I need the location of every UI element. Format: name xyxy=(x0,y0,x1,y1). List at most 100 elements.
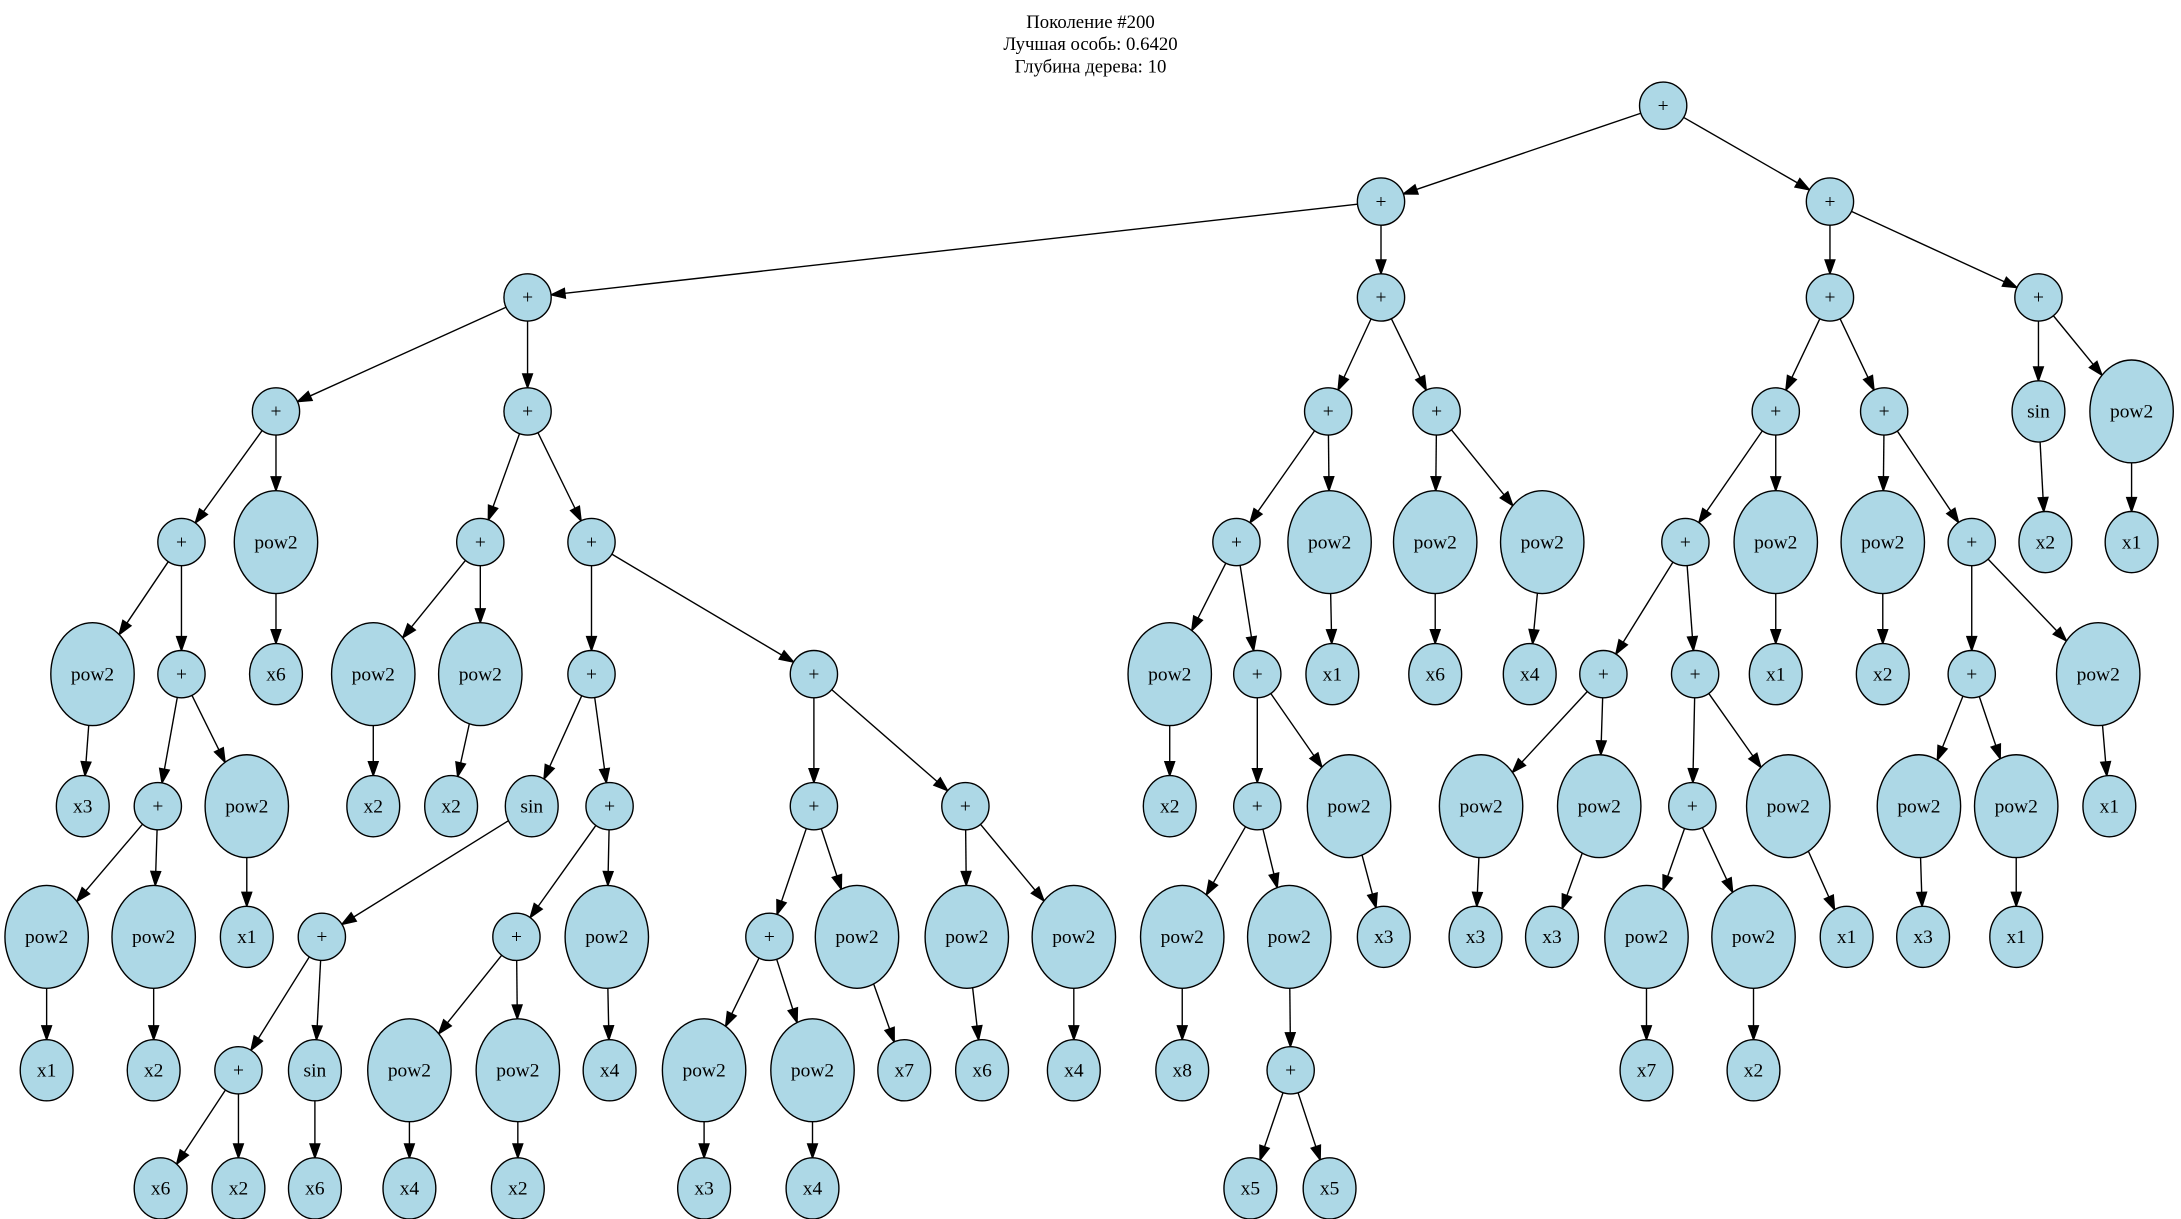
node-plus: + xyxy=(1579,649,1628,699)
node-label: x7 xyxy=(1637,1061,1657,1082)
node-label: pow2 xyxy=(225,796,268,817)
node-label: x1 xyxy=(2100,796,2119,817)
edge xyxy=(607,829,610,872)
node-label: sin xyxy=(520,796,543,817)
node-pow2: pow2 xyxy=(770,1018,855,1123)
arrowhead-icon xyxy=(2037,496,2049,514)
node-pow2: pow2 xyxy=(1139,884,1225,989)
node-plus: + xyxy=(789,781,839,831)
node-pow2: pow2 xyxy=(1246,884,1332,989)
node-label: + xyxy=(604,796,615,817)
node-plus: + xyxy=(1947,517,1997,567)
node-label: + xyxy=(233,1061,244,1082)
node-label: + xyxy=(2033,288,2044,309)
edge xyxy=(979,823,1036,891)
node-label: x3 xyxy=(1466,927,1485,948)
arrowhead-icon xyxy=(778,649,796,664)
edge xyxy=(1667,828,1686,877)
arrowhead-icon xyxy=(2099,760,2112,778)
edge xyxy=(1450,429,1505,496)
node-ellipse xyxy=(1246,884,1332,989)
node-x1: x1 xyxy=(1989,905,2044,969)
edge xyxy=(831,689,938,783)
node-ellipse xyxy=(1127,622,1213,727)
node-label: + xyxy=(764,927,775,948)
node-ellipse xyxy=(1139,884,1225,989)
edge xyxy=(873,983,891,1030)
edge xyxy=(85,725,90,762)
node-x4: x4 xyxy=(382,1157,437,1219)
node-plus: + xyxy=(455,517,505,567)
node-plus: + xyxy=(1638,81,1688,130)
node-plus: + xyxy=(1805,273,1855,322)
arrowhead-icon xyxy=(240,891,253,909)
arrowhead-icon xyxy=(960,870,972,888)
node-ellipse xyxy=(287,1157,342,1219)
edge xyxy=(1851,210,2005,283)
node-label: + xyxy=(1431,402,1442,423)
arrowhead-icon xyxy=(1310,1144,1322,1162)
arrowhead-icon xyxy=(698,1143,710,1160)
arrowhead-icon xyxy=(487,504,499,522)
node-x1: x1 xyxy=(2082,774,2137,838)
node-ellipse xyxy=(2018,510,2073,574)
node-label: x3 xyxy=(694,1179,713,1200)
node-pow2: pow2 xyxy=(475,1018,561,1123)
node-label: + xyxy=(316,927,327,948)
node-plus: + xyxy=(1212,517,1261,567)
nodes-layer: + + + + + + + + pow2 pow2 + x6 x3 + pow2 pow2 pow2 x1 x1 x2… xyxy=(4,81,2174,1219)
node-ellipse xyxy=(924,884,1010,989)
node-ellipse xyxy=(941,781,990,831)
node-label: x6 xyxy=(151,1179,171,1200)
edge xyxy=(780,828,807,902)
node-ellipse xyxy=(661,1018,747,1123)
node-plus: + xyxy=(1670,649,1720,699)
node-ellipse xyxy=(157,517,206,567)
edge xyxy=(1566,852,1583,896)
node-label: x4 xyxy=(400,1179,420,1200)
node-label: + xyxy=(1687,796,1698,817)
edge xyxy=(611,553,782,656)
arrowhead-icon xyxy=(511,1143,524,1160)
arrowhead-icon xyxy=(213,746,227,765)
node-pow2: pow2 xyxy=(1876,754,1962,859)
node-x6: x6 xyxy=(133,1157,188,1219)
node-ellipse xyxy=(1751,387,1801,436)
node-label: x1 xyxy=(237,927,256,948)
node-x2: x2 xyxy=(126,1038,181,1102)
arrowhead-icon xyxy=(1030,885,1046,903)
node-label: pow2 xyxy=(945,927,988,948)
node-label: x3 xyxy=(73,796,92,817)
edge xyxy=(1212,826,1247,884)
node-ellipse xyxy=(1840,489,1926,595)
node-x1: x1 xyxy=(1748,642,1803,706)
arrowhead-icon xyxy=(1747,752,1763,770)
node-ellipse xyxy=(111,884,197,989)
node-ellipse xyxy=(785,1157,840,1219)
node-pow2: pow2 xyxy=(2055,622,2141,727)
node-x3: x3 xyxy=(1895,905,1951,969)
edge xyxy=(820,828,838,877)
node-label: + xyxy=(1376,288,1387,309)
arrowhead-icon xyxy=(1528,628,1540,646)
edge xyxy=(607,988,610,1026)
node-label: pow2 xyxy=(1148,664,1191,685)
node-ellipse xyxy=(287,1038,343,1102)
node-ellipse xyxy=(214,1045,263,1095)
arrowhead-icon xyxy=(602,1024,615,1042)
node-x3: x3 xyxy=(1356,905,1411,969)
arrowhead-icon xyxy=(1784,374,1798,392)
node-pow2: pow2 xyxy=(1127,622,1213,727)
edge xyxy=(1343,318,1372,378)
arrowhead-icon xyxy=(1323,476,1335,493)
node-ellipse xyxy=(1805,177,1855,226)
node-pow2: pow2 xyxy=(4,884,90,989)
arrowhead-icon xyxy=(117,619,133,637)
arrowhead-icon xyxy=(75,886,91,903)
node-label: pow2 xyxy=(791,1061,834,1082)
node-x1: x1 xyxy=(2104,510,2159,574)
node-x3: x3 xyxy=(1524,905,1580,969)
edge xyxy=(183,1089,227,1153)
node-label: pow2 xyxy=(1521,532,1564,553)
edge xyxy=(1686,565,1694,637)
